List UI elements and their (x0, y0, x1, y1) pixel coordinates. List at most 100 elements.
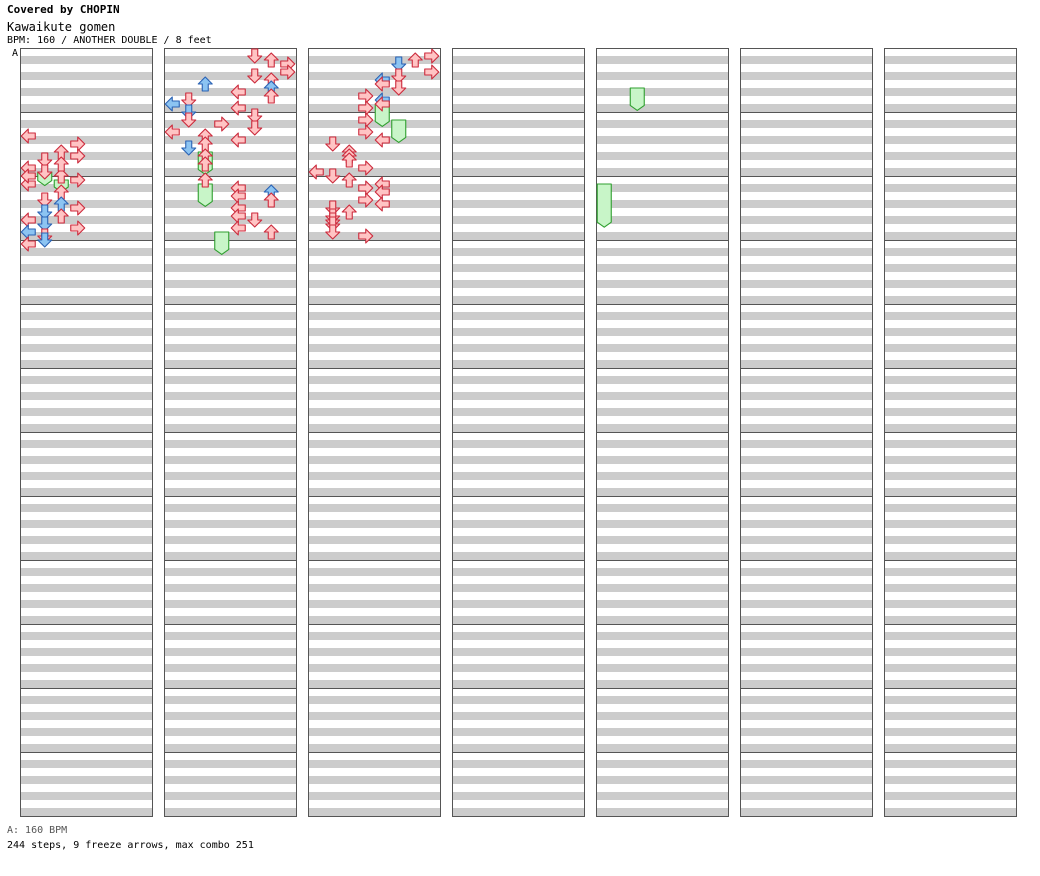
down-arrow-icon (37, 232, 53, 248)
beat-stripe (884, 72, 1016, 80)
beat-stripe (740, 216, 872, 224)
beat-stripe (884, 664, 1016, 672)
beat-stripe (452, 344, 584, 352)
beat-stripe (740, 632, 872, 640)
beat-stripe (740, 344, 872, 352)
beat-stripe (884, 136, 1016, 144)
beat-stripe (596, 168, 728, 176)
beat-stripe (20, 552, 152, 560)
beat-stripe (452, 184, 584, 192)
down-arrow-icon (247, 120, 263, 136)
left-arrow-icon (374, 76, 390, 92)
beat-stripe (308, 744, 440, 752)
beat-stripe (884, 680, 1016, 688)
beat-stripe (308, 328, 440, 336)
beat-stripe (452, 792, 584, 800)
beat-stripe (452, 328, 584, 336)
beat-stripe (164, 632, 296, 640)
beat-stripe (884, 808, 1016, 816)
beat-stripe (20, 456, 152, 464)
beat-stripe (884, 712, 1016, 720)
beat-stripe (452, 664, 584, 672)
freeze-arrow (214, 231, 230, 255)
right-arrow-icon (280, 64, 296, 80)
beat-stripe (308, 152, 440, 160)
beat-stripe (308, 504, 440, 512)
beat-stripe (20, 424, 152, 432)
left-arrow-icon (164, 96, 180, 112)
beat-stripe (740, 408, 872, 416)
beat-stripe (884, 312, 1016, 320)
beat-stripe (308, 760, 440, 768)
beat-stripe (740, 568, 872, 576)
right-arrow-icon (424, 64, 440, 80)
beat-stripe (20, 88, 152, 96)
beat-stripe (308, 664, 440, 672)
beat-stripe (740, 424, 872, 432)
beat-stripe (596, 696, 728, 704)
beat-stripe (308, 120, 440, 128)
down-arrow-icon (37, 204, 53, 220)
left-arrow-icon (164, 124, 180, 140)
left-arrow-icon (374, 132, 390, 148)
beat-stripe (164, 248, 296, 256)
beat-stripe (452, 152, 584, 160)
beat-stripe (596, 120, 728, 128)
beat-stripe (20, 744, 152, 752)
beat-stripe (20, 392, 152, 400)
left-arrow-icon (20, 128, 36, 144)
beat-stripe (164, 104, 296, 112)
down-arrow-icon (181, 140, 197, 156)
beat-stripe (884, 344, 1016, 352)
beat-stripe (596, 312, 728, 320)
beat-stripe (596, 56, 728, 64)
beat-stripe (740, 664, 872, 672)
beat-stripe (452, 296, 584, 304)
beat-stripe (164, 56, 296, 64)
beat-stripe (884, 520, 1016, 528)
beat-stripe (20, 184, 152, 192)
beat-stripe (164, 552, 296, 560)
covered-by-label: Covered by CHOPIN (7, 3, 120, 16)
beat-stripe (740, 56, 872, 64)
beat-stripe (884, 696, 1016, 704)
beat-stripe (164, 344, 296, 352)
beat-stripe (308, 808, 440, 816)
beat-stripe (20, 712, 152, 720)
beat-stripe (596, 392, 728, 400)
beat-stripe (740, 376, 872, 384)
beat-stripe (884, 56, 1016, 64)
column-frame (884, 48, 1017, 817)
up-arrow-icon (407, 52, 423, 68)
beat-stripe (308, 536, 440, 544)
beat-stripe (164, 152, 296, 160)
down-arrow-icon (37, 216, 53, 232)
beat-stripe (20, 264, 152, 272)
beat-stripe (20, 808, 152, 816)
beat-stripe (20, 696, 152, 704)
beat-stripe (884, 120, 1016, 128)
beat-stripe (596, 248, 728, 256)
beat-stripe (20, 344, 152, 352)
beat-stripe (884, 408, 1016, 416)
beat-stripe (884, 728, 1016, 736)
beat-stripe (164, 504, 296, 512)
right-arrow-icon (70, 172, 86, 188)
beat-stripe (452, 88, 584, 96)
beat-stripe (164, 808, 296, 816)
beat-stripe (164, 616, 296, 624)
beat-stripe (164, 680, 296, 688)
beat-stripe (20, 376, 152, 384)
beat-stripe (20, 56, 152, 64)
beat-stripe (20, 328, 152, 336)
beat-stripe (596, 408, 728, 416)
beat-stripe (740, 696, 872, 704)
beat-stripe (452, 424, 584, 432)
freeze-arrow (197, 183, 213, 207)
beat-stripe (740, 184, 872, 192)
up-arrow-icon (263, 224, 279, 240)
beat-stripe (884, 584, 1016, 592)
beat-stripe (596, 72, 728, 80)
right-arrow-icon (70, 220, 86, 236)
beat-stripe (740, 168, 872, 176)
